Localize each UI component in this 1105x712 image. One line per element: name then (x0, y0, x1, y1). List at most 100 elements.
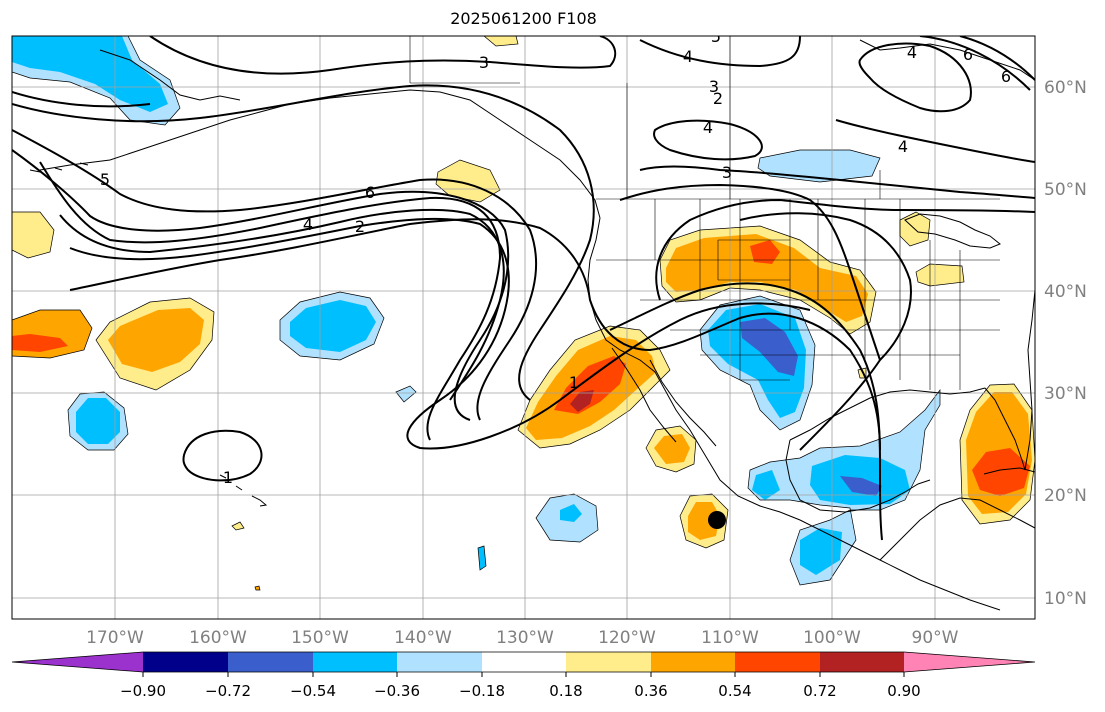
contour-label: 4 (683, 47, 693, 66)
contour-line (69, 217, 811, 450)
colorbar-tick-label: −0.36 (374, 682, 420, 700)
contour-line (835, 119, 1035, 163)
contour-line (739, 212, 912, 451)
colorbar-segment (566, 652, 651, 672)
lat-label: 20°N (1044, 486, 1087, 506)
pos-anomaly-rockies-core (750, 240, 780, 264)
contour-label: 2 (355, 217, 365, 236)
contour-label: 1 (569, 373, 579, 392)
longitude-labels: 170°W 160°W 150°W 140°W 130°W 120°W 110°… (86, 628, 959, 648)
map-title: 2025061200 F108 (450, 9, 597, 28)
pos-anomaly-baja-core (654, 434, 690, 464)
contour-line (12, 91, 151, 108)
contour-line (182, 429, 263, 482)
contour-label: 4 (303, 215, 313, 234)
political-boundaries (409, 36, 1000, 390)
neg-anomaly-central-pacific-core (290, 300, 376, 352)
lon-label: 160°W (189, 628, 247, 648)
pos-anomaly-west-small (12, 211, 55, 259)
lon-label: 120°W (598, 628, 656, 648)
colorbar-segment (143, 652, 228, 672)
contour-label: 4 (703, 118, 713, 137)
contour-label: 3 (709, 77, 719, 96)
coastlines (29, 39, 1035, 611)
lon-label: 110°W (701, 628, 759, 648)
contour-label: 6 (1001, 67, 1011, 86)
lat-label: 30°N (1044, 384, 1087, 404)
contour-line (639, 36, 801, 68)
colorbar-tick-label: 0.72 (803, 682, 836, 700)
contour-line (69, 218, 881, 451)
contour-label: 3 (479, 53, 489, 72)
colorbar-under-triangle (12, 652, 143, 672)
lat-label: 40°N (1044, 282, 1087, 302)
contours (12, 36, 1035, 541)
colorbar-tick-label: 0.90 (887, 682, 920, 700)
contour-line (12, 129, 538, 421)
shaded-field-layer (12, 36, 1035, 591)
lon-label: 130°W (496, 628, 554, 648)
contour-line (619, 183, 881, 361)
contour-line (858, 42, 972, 113)
lat-label: 50°N (1044, 180, 1087, 200)
colorbar-segment (735, 652, 820, 672)
pos-anomaly-mexico-pacific-core (688, 502, 720, 540)
neg-anomaly-small-a (395, 385, 417, 403)
neg-anomaly-east-pacific-core (560, 504, 582, 522)
lon-label: 170°W (86, 628, 144, 648)
colorbar-tick-label: −0.90 (120, 682, 166, 700)
colorbar-tick-label: −0.72 (205, 682, 251, 700)
storm-center-marker (708, 511, 726, 529)
lon-label: 90°W (912, 628, 959, 648)
colorbar-segment (313, 652, 397, 672)
contour-label: 6 (963, 45, 973, 64)
pos-anomaly-california-peak (570, 390, 594, 412)
contour-line (655, 198, 1035, 301)
neg-anomaly-southwest-core (740, 318, 798, 376)
contour-label: 1 (223, 468, 233, 487)
pos-anomaly-pacific-north (483, 36, 519, 47)
contour-label: 5 (100, 170, 110, 189)
pos-anomaly-tiny-b (254, 585, 261, 591)
pos-anomaly-florida-core (972, 448, 1030, 496)
colorbar-tick-labels: −0.90 −0.72 −0.54 −0.36 −0.18 0.18 0.36 … (120, 682, 921, 700)
neg-anomaly-west-core (76, 398, 120, 444)
colorbar-tick-label: 0.36 (634, 682, 667, 700)
colorbar-tick-label: −0.18 (459, 682, 505, 700)
colorbar-segment (397, 652, 482, 672)
pos-anomaly-california-core (554, 356, 626, 414)
lon-label: 150°W (291, 628, 349, 648)
contour-line (959, 36, 1035, 81)
contour-label: 6 (365, 183, 375, 202)
map-border (11, 35, 1036, 620)
lon-label: 100°W (803, 628, 861, 648)
contour-line (609, 282, 883, 541)
contour-label: 3 (722, 163, 732, 182)
contour-line (12, 84, 595, 401)
contour-line (653, 119, 763, 161)
contour-label: 5 (711, 27, 721, 46)
contour-label: 4 (907, 43, 917, 62)
pos-anomaly-tiny-a (231, 521, 245, 531)
contour-label: 4 (898, 137, 908, 156)
contour-line (59, 208, 505, 401)
lat-label: 60°N (1044, 78, 1087, 98)
contour-label: 2 (713, 89, 723, 108)
contour-line (39, 161, 502, 441)
lat-label: 10°N (1044, 589, 1087, 609)
neg-anomaly-gulf-core (840, 476, 882, 496)
colorbar-tick-label: −0.54 (290, 682, 336, 700)
lon-label: 140°W (394, 628, 452, 648)
neg-anomaly-alaska-nw-core (12, 36, 168, 112)
pos-anomaly-west-edge-core (12, 334, 68, 352)
colorbar-ticks (142, 672, 905, 677)
contour-line (919, 36, 1031, 91)
colorbar-segment (820, 652, 904, 672)
neg-anomaly-small-b (477, 545, 487, 571)
pos-anomaly-north-pacific (435, 159, 501, 203)
colorbar: −0.90 −0.72 −0.54 −0.36 −0.18 0.18 0.36 … (11, 651, 1036, 700)
contour-line (149, 36, 617, 75)
colorbar-over-triangle (904, 652, 1035, 672)
colorbar-segment (482, 652, 566, 672)
